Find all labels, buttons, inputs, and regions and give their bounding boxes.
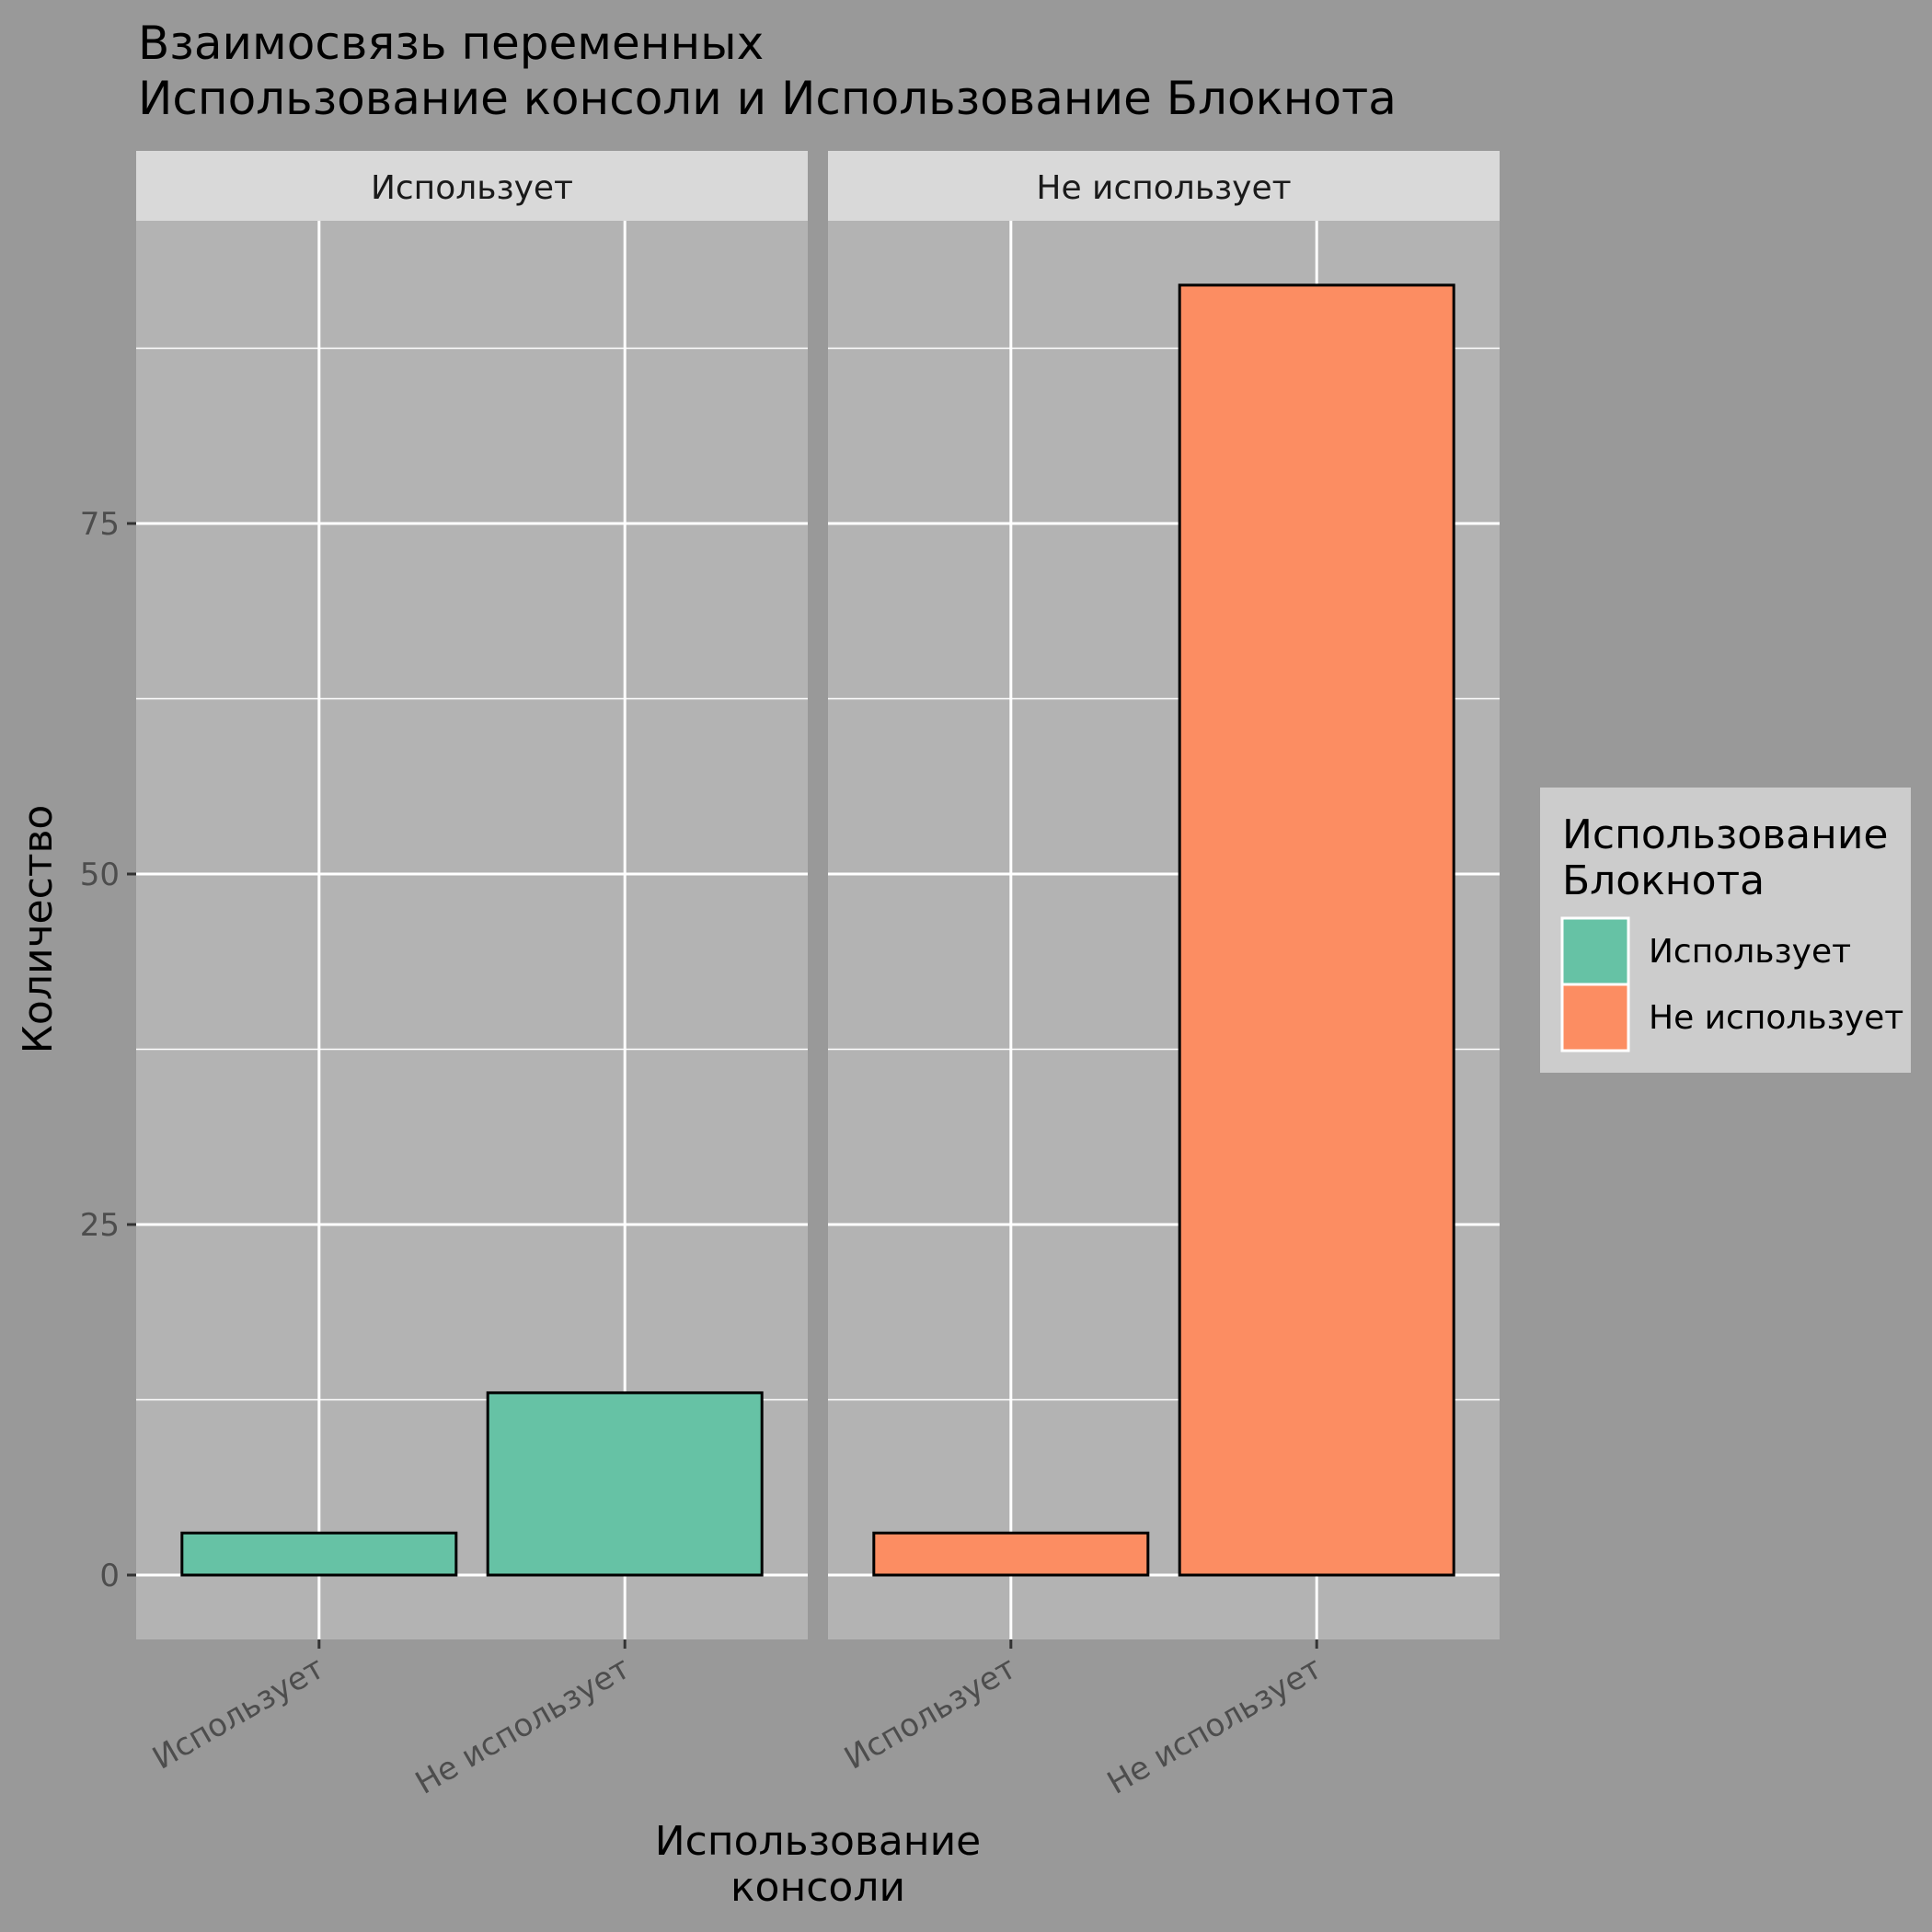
facet-strip [136, 151, 808, 221]
bar [1178, 283, 1455, 1577]
chart-title-line-1: Взаимосвязь переменных [138, 17, 764, 70]
y-tick-label: 50 [80, 857, 120, 893]
facet-strip [828, 151, 1500, 221]
legend-title-line-1: Использование [1562, 811, 1889, 858]
bar [872, 1531, 1150, 1577]
legend-title-line-2: Блокнота [1562, 857, 1765, 904]
facet-strip-label: Использует [371, 169, 573, 207]
legend-label: Не использует [1649, 999, 1903, 1037]
legend-key [1560, 983, 1630, 1052]
x-axis-title-line-2: консоли [730, 1864, 905, 1911]
bar [486, 1391, 764, 1577]
y-tick-label: 75 [80, 506, 120, 543]
bar [180, 1531, 458, 1577]
chart-title-line-2: Использование консоли и Использование Бл… [138, 72, 1397, 125]
legend-label: Использует [1649, 933, 1851, 971]
legend-key [1560, 916, 1630, 986]
y-tick-label: 0 [99, 1558, 120, 1594]
facet-strip-label: Не использует [1036, 169, 1291, 207]
y-axis-title: Количество [15, 805, 62, 1054]
x-axis-title-line-1: Использование [655, 1818, 982, 1865]
y-tick-label: 25 [80, 1207, 120, 1244]
